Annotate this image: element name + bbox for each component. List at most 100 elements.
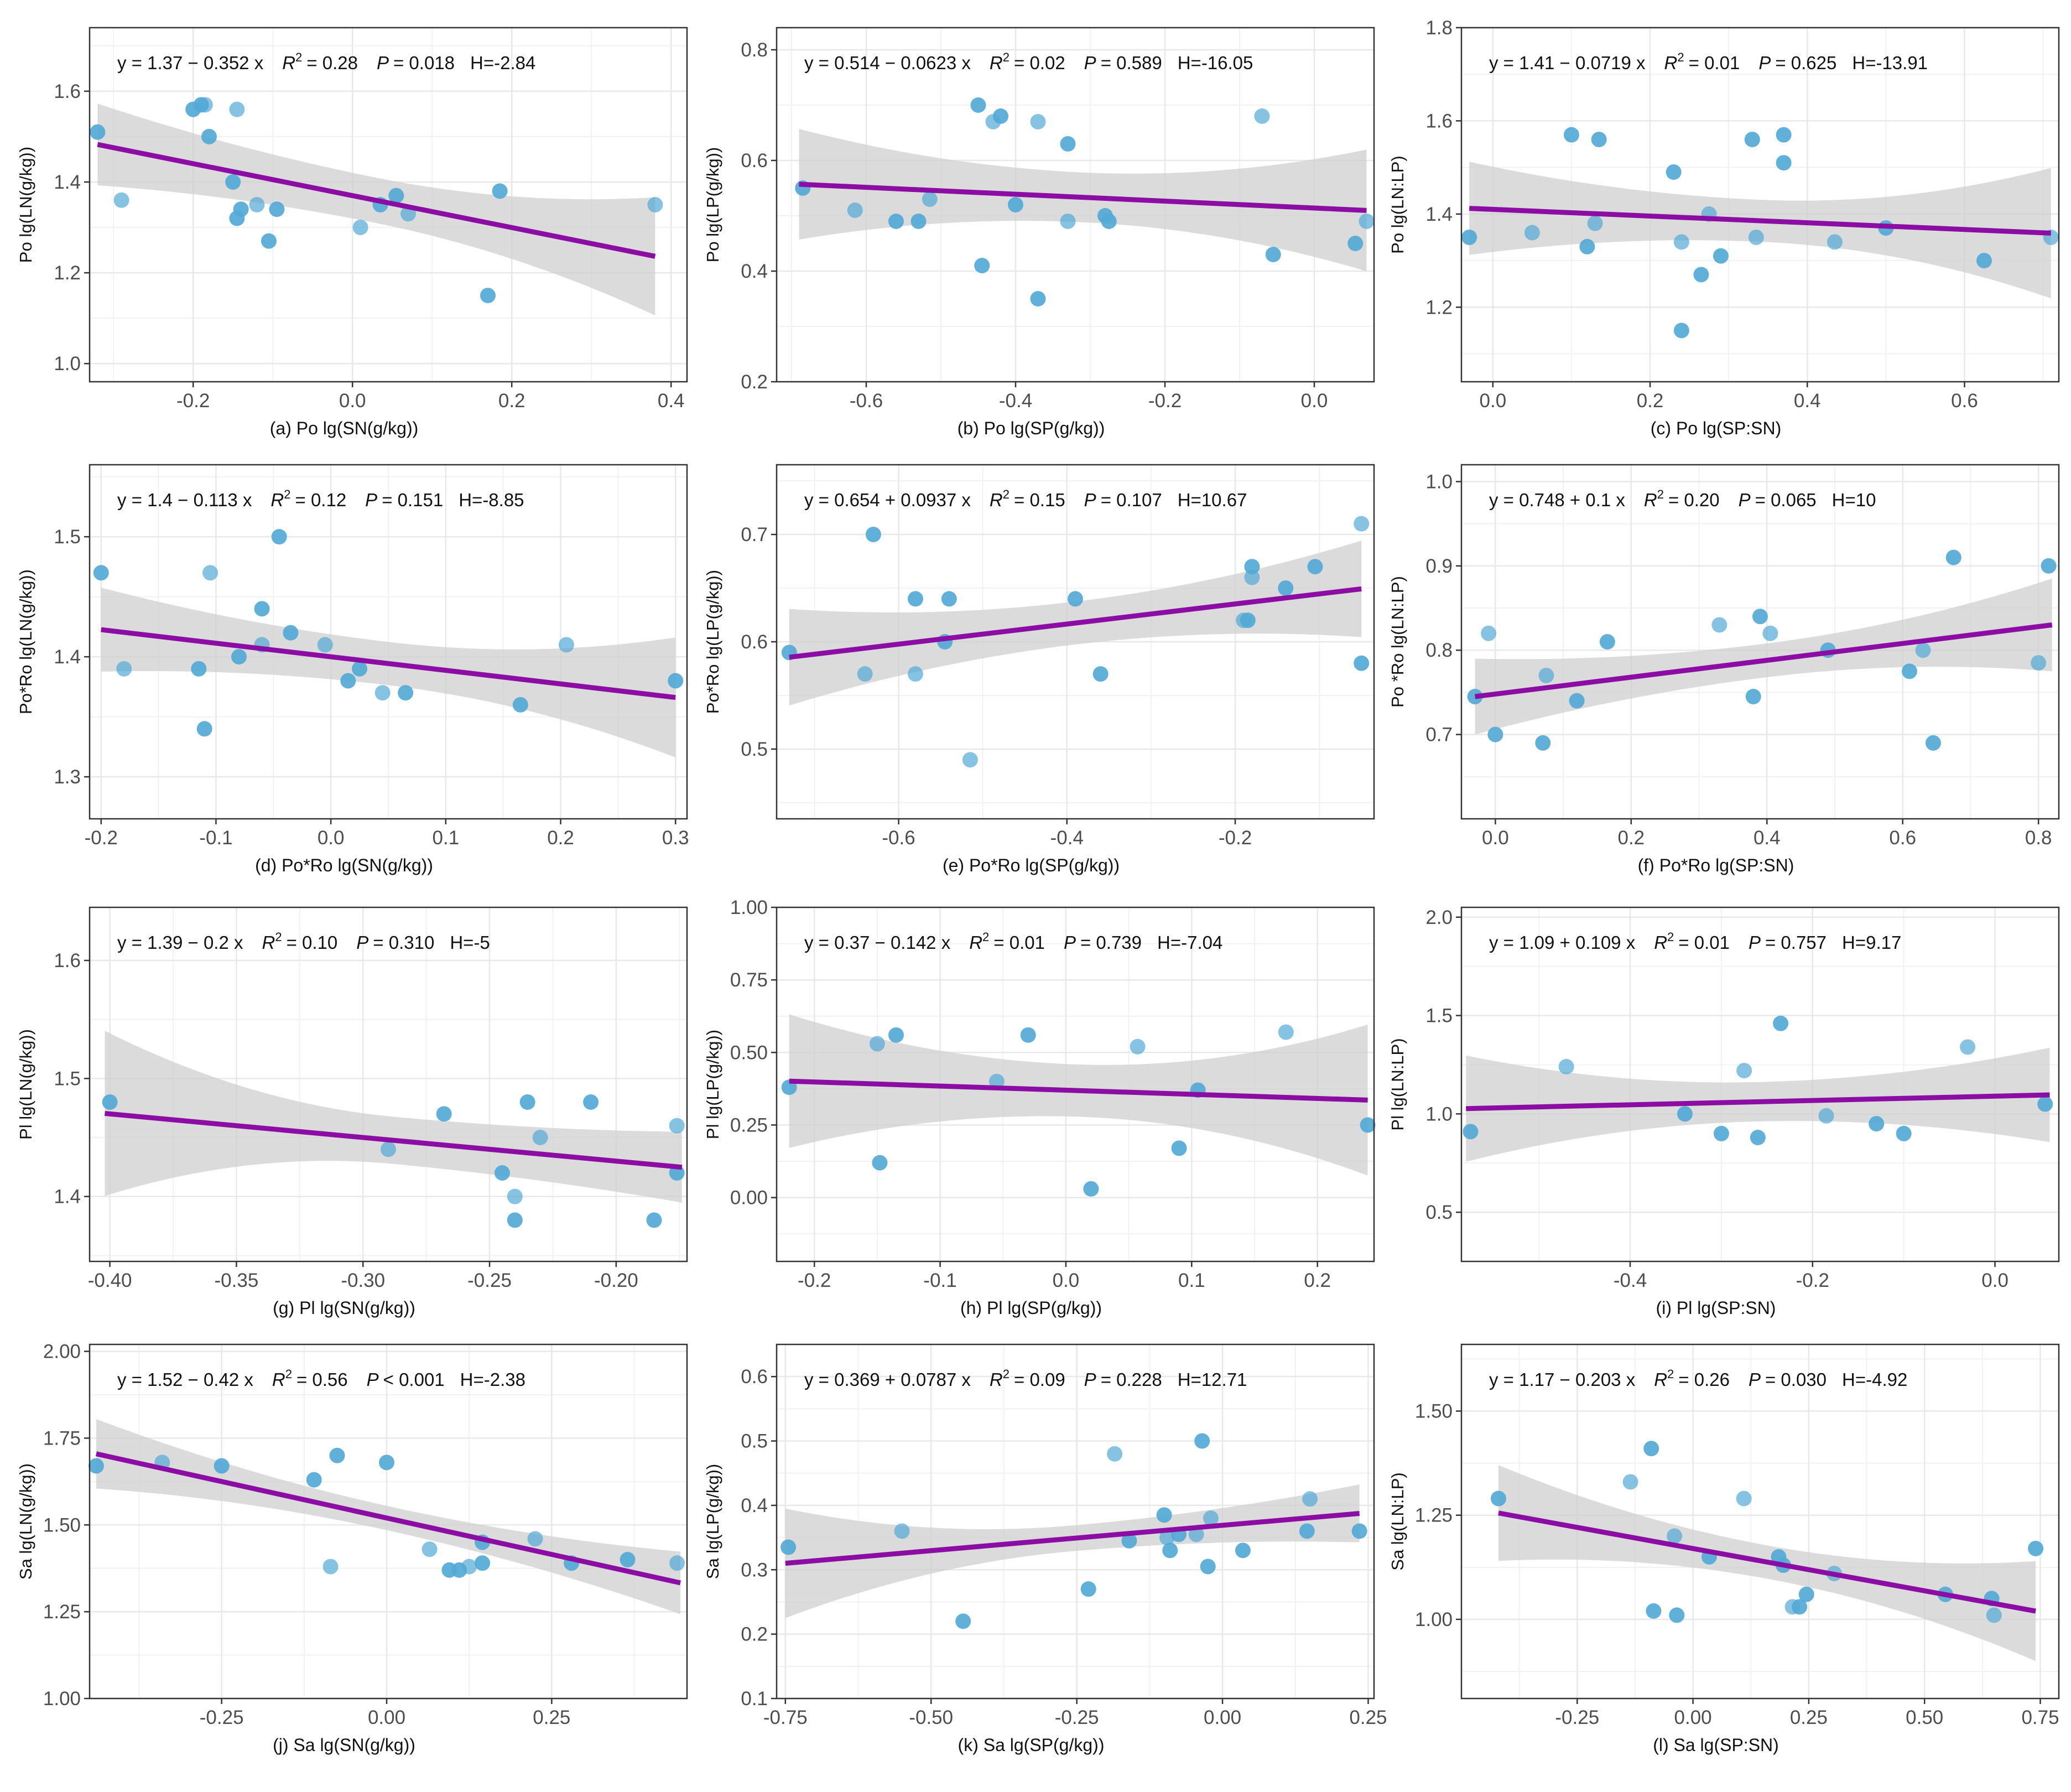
h-value: H=-13.91: [1852, 53, 1928, 73]
p-label: P: [1739, 490, 1751, 510]
regression-line: [799, 181, 1367, 213]
data-point: [1711, 617, 1727, 633]
regression-line: [105, 1110, 683, 1170]
regression-line: [1474, 622, 2053, 699]
data-point: [847, 202, 863, 218]
data-point: [422, 1541, 438, 1557]
data-point: [1244, 569, 1260, 585]
data-point: [1622, 1474, 1638, 1490]
r2-superscript: 2: [982, 930, 989, 944]
data-point: [492, 183, 508, 199]
data-point: [941, 591, 957, 607]
confidence-band: [1466, 1047, 2050, 1162]
data-point: [1159, 1530, 1175, 1546]
data-point: [872, 1155, 888, 1171]
y-tick-label: 0.1: [741, 1688, 768, 1710]
data-point: [1563, 127, 1579, 143]
data-point: [113, 192, 129, 208]
x-tick-label: 0.0: [318, 827, 345, 849]
confidence-band: [785, 1484, 1360, 1618]
p-value: = 0.625: [1775, 53, 1836, 73]
p-label: P: [1064, 932, 1076, 953]
data-point: [1030, 114, 1046, 129]
equation: y = 0.748 + 0.1 x: [1489, 490, 1625, 510]
y-tick-label: 0.6: [741, 1366, 768, 1388]
r2-superscript: 2: [1677, 50, 1684, 64]
equation: y = 0.37 − 0.142 x: [804, 932, 951, 953]
data-point: [1744, 132, 1760, 148]
x-tick-label: -0.2: [176, 390, 210, 412]
y-tick-label: 1.2: [1425, 297, 1453, 318]
data-point: [116, 661, 132, 677]
data-point: [1020, 1027, 1036, 1043]
data-point: [888, 214, 904, 229]
data-point: [329, 1447, 345, 1463]
data-point: [191, 661, 207, 677]
data-point: [1490, 1490, 1506, 1507]
h-value: H=10: [1832, 490, 1876, 510]
data-point: [233, 201, 249, 217]
data-point: [261, 233, 277, 249]
h-value: H=-2.38: [460, 1369, 525, 1390]
stats-annotation: y = 0.748 + 0.1 x R2 = 0.20 P = 0.065 H=10: [1489, 487, 1876, 510]
p-label: P: [1749, 932, 1761, 953]
data-point: [202, 565, 218, 581]
p-label: P: [1084, 490, 1096, 510]
data-point: [322, 1559, 339, 1575]
y-tick-label: 0.4: [741, 261, 768, 282]
data-point: [1643, 1441, 1659, 1457]
y-tick-label: 0.8: [1425, 640, 1453, 661]
r2-superscript: 2: [285, 1367, 292, 1381]
panel-caption: (b) Po lg(SP(g/kg)): [958, 418, 1105, 438]
y-tick-label: 0.6: [741, 150, 768, 172]
p-label: P: [356, 932, 368, 953]
r2-value: = 0.12: [295, 490, 347, 510]
panel-j: -0.25 0.00 0.25 1.00 1.25 1.50 1.75 2.00 Sa lg(L…: [16, 1341, 688, 1755]
y-tick-label: 1.8: [1425, 17, 1453, 39]
x-tick-label: 0.00: [368, 1707, 405, 1728]
y-tick-label: 0.00: [730, 1187, 768, 1209]
y-axis-label: Po*Ro lg(LN(g/kg)): [16, 569, 35, 714]
regression-line: [1498, 1510, 2036, 1614]
stats-annotation: y = 1.4 − 0.113 x R2 = 0.12 P = 0.151 H=-8.85: [117, 487, 524, 510]
data-point: [1351, 1523, 1367, 1539]
data-point: [1030, 291, 1046, 307]
data-point: [231, 649, 247, 665]
p-value: = 0.757: [1765, 932, 1827, 953]
panel-b: -0.6 -0.4 -0.2 0.0 0.2 0.4 0.6 0.8 Po lg(LP(g/kg…: [703, 27, 1375, 438]
data-point: [1869, 1116, 1885, 1132]
data-point: [669, 1118, 685, 1134]
r2-superscript: 2: [1003, 487, 1010, 501]
x-tick-label: 0.1: [1178, 1270, 1205, 1291]
data-point: [88, 1458, 104, 1474]
data-point: [668, 673, 684, 689]
y-tick-label: 1.0: [1425, 471, 1453, 492]
x-tick-label: 0.0: [1482, 827, 1509, 849]
equation: y = 1.4 − 0.113 x: [117, 490, 252, 510]
data-point: [2031, 655, 2047, 671]
y-tick-label: 1.00: [730, 897, 768, 918]
data-point: [1254, 108, 1270, 124]
r2-label: R: [262, 932, 275, 953]
x-tick-label: -0.6: [882, 827, 915, 849]
data-point: [249, 197, 265, 212]
r2-superscript: 2: [1657, 487, 1664, 501]
y-axis-label: Po*Ro lg(LP(g/kg)): [703, 570, 722, 714]
data-point: [1896, 1125, 1912, 1141]
confidence-band: [789, 1014, 1368, 1176]
data-point: [1068, 591, 1083, 607]
data-point: [1558, 1059, 1574, 1074]
p-label: P: [365, 490, 377, 510]
h-value: H=-7.04: [1157, 932, 1222, 953]
x-tick-label: -0.75: [763, 1707, 808, 1728]
r2-superscript: 2: [1003, 50, 1010, 64]
p-value: = 0.228: [1101, 1369, 1162, 1390]
x-tick-label: 0.3: [662, 827, 689, 849]
data-point: [1762, 625, 1778, 641]
data-point: [1171, 1140, 1187, 1156]
data-point: [1060, 214, 1076, 229]
x-tick-label: 0.0: [1480, 390, 1507, 412]
data-point: [1156, 1507, 1172, 1523]
r2-label: R: [969, 932, 982, 953]
h-value: H=-5: [450, 932, 490, 953]
